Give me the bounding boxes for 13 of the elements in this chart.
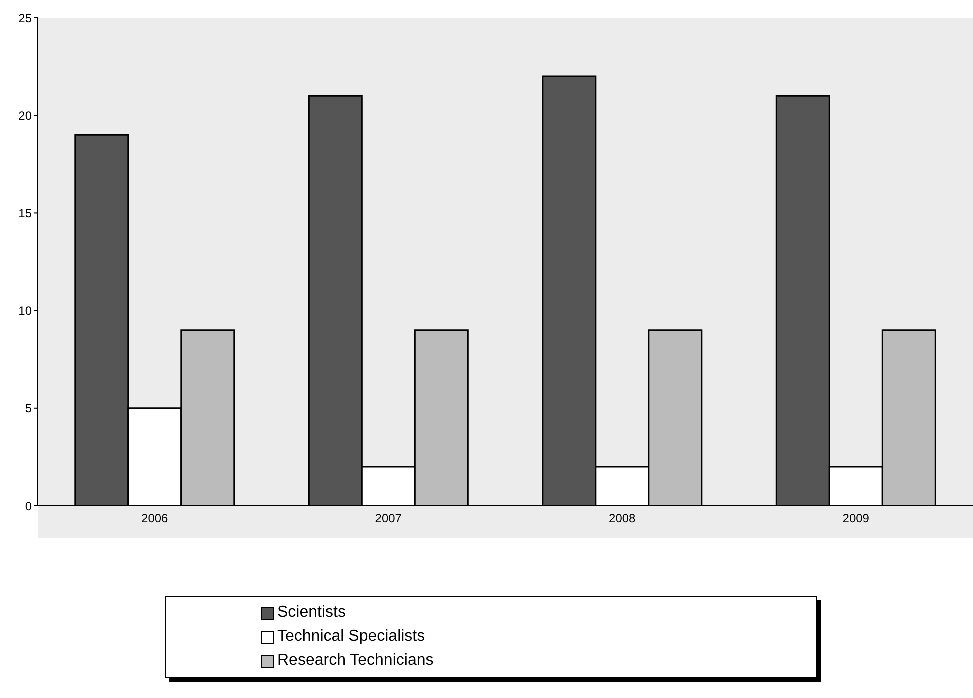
y-tick-label: 0 xyxy=(25,499,32,514)
y-tick-label: 5 xyxy=(25,402,32,416)
legend-label: Scientists xyxy=(278,603,346,623)
y-tick-label: 10 xyxy=(18,304,32,318)
x-tick-label: 2009 xyxy=(842,512,870,526)
x-tick-label: 2007 xyxy=(375,512,402,526)
legend-label: Technical Specialists xyxy=(278,627,426,647)
x-tick-label: 2006 xyxy=(142,512,169,526)
legend-label: Research Technicians xyxy=(278,651,434,671)
y-tick-label: 20 xyxy=(18,108,32,123)
y-tick-label: 25 xyxy=(18,11,32,26)
x-tick-label: 2008 xyxy=(609,512,636,526)
y-tick-label: 15 xyxy=(18,206,32,220)
